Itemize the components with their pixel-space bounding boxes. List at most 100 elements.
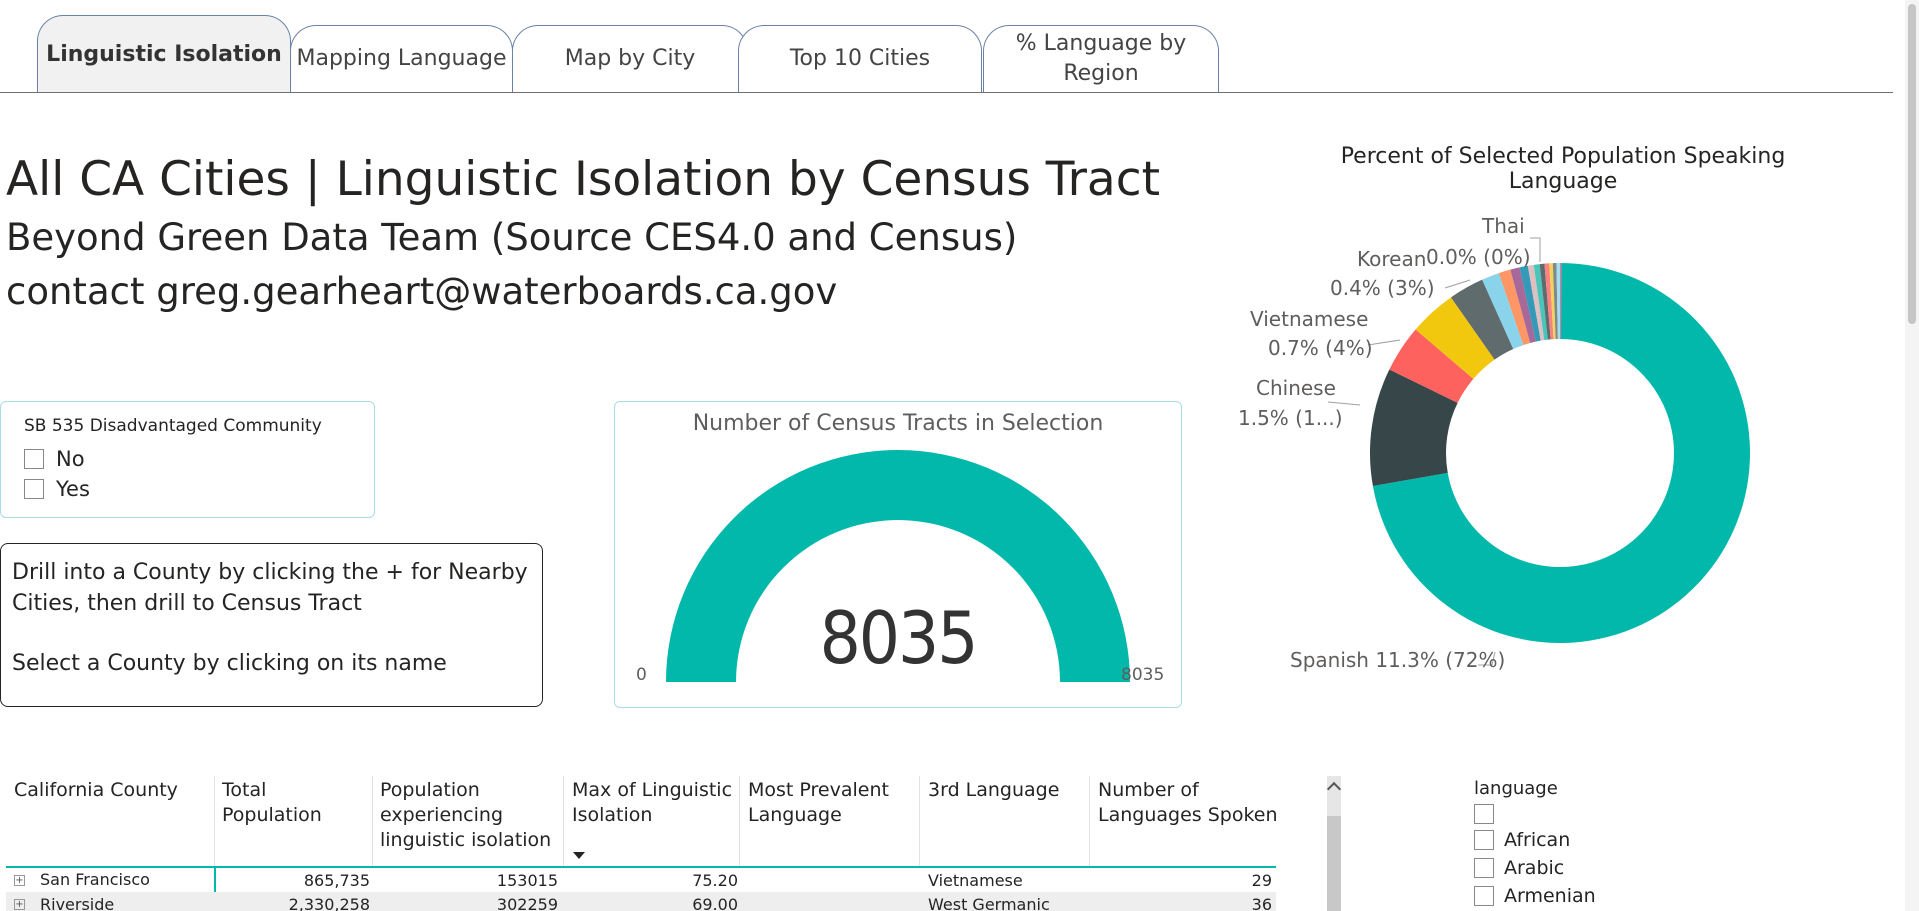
tab-bar-divider xyxy=(0,92,1893,93)
tab-top-10-cities[interactable]: Top 10 Cities xyxy=(738,25,982,92)
expand-icon[interactable]: + xyxy=(14,899,25,910)
donut-slice-spanish[interactable] xyxy=(1372,263,1750,643)
option-label: Armenian xyxy=(1504,885,1596,907)
cell-population-li: 302259 xyxy=(496,895,558,911)
donut-slice-other-2[interactable] xyxy=(1389,329,1474,403)
gauge-value: 8035 xyxy=(819,596,979,680)
col-header-max-li[interactable]: Max of Linguistic Isolation xyxy=(572,779,733,826)
label-chinese-value: 1.5% (1...) xyxy=(1238,406,1343,430)
donut-slice-other-7[interactable] xyxy=(1510,267,1536,343)
cell-num-languages: 36 xyxy=(1251,895,1272,911)
gauge-chart xyxy=(666,450,1130,682)
donut-slice-vietnamese[interactable] xyxy=(1415,297,1495,379)
instruction-line: Drill into a County by clicking the + fo… xyxy=(12,560,528,585)
slicer-option-no[interactable]: No xyxy=(24,447,85,471)
gauge-card[interactable] xyxy=(614,401,1182,708)
checkbox[interactable] xyxy=(1474,804,1494,824)
table-row[interactable]: + Riverside 2,330,258 302259 69.00 West … xyxy=(6,892,1276,911)
col-header-3rd-language[interactable]: 3rd Language xyxy=(928,779,1060,801)
cell-third-language: Vietnamese xyxy=(928,871,1023,890)
contact-line: contact greg.gearheart@waterboards.ca.go… xyxy=(6,270,838,313)
donut-slice-other-15[interactable] xyxy=(1556,263,1560,340)
tab-label: % Language by Region xyxy=(1015,31,1187,86)
label-korean: Korean xyxy=(1357,247,1427,271)
page-scrollbar[interactable] xyxy=(1905,0,1919,911)
donut-slice-other-5[interactable] xyxy=(1482,273,1524,350)
sb535-slicer xyxy=(0,401,375,518)
donut-title: Percent of Selected Population Speaking … xyxy=(1340,144,1786,194)
cell-total-population: 2,330,258 xyxy=(288,895,370,911)
col-header-county[interactable]: California County xyxy=(14,779,178,801)
gauge-min-label: 0 xyxy=(636,665,647,685)
slicer-option-yes[interactable]: Yes xyxy=(24,477,90,501)
tab-linguistic-isolation[interactable]: Linguistic Isolation xyxy=(37,15,291,93)
sort-desc-icon[interactable] xyxy=(573,852,585,859)
cell-county[interactable]: Riverside xyxy=(40,895,115,911)
tab-label: Top 10 Cities xyxy=(789,46,931,71)
table-scrollbar[interactable] xyxy=(1326,776,1342,911)
language-option[interactable] xyxy=(1474,804,1504,824)
cell-county[interactable]: San Francisco xyxy=(40,870,150,889)
tab-mapping-language[interactable]: Mapping Language xyxy=(290,25,513,92)
gauge-title: Number of Census Tracts in Selection xyxy=(692,411,1104,436)
page-scrollbar-thumb[interactable] xyxy=(1908,4,1916,324)
leader-line xyxy=(1530,237,1541,262)
leader-lines xyxy=(1327,237,1541,666)
donut-slice-other-8[interactable] xyxy=(1519,265,1541,342)
language-option[interactable]: Arabic xyxy=(1474,857,1564,879)
donut-slice-korean[interactable] xyxy=(1450,279,1514,360)
label-thai-value: 0.0% (0%) xyxy=(1426,245,1531,269)
donut-slice-other-14[interactable] xyxy=(1552,263,1558,340)
donut-slice-chinese[interactable] xyxy=(1370,369,1458,487)
tab-label: Map by City xyxy=(564,46,696,71)
cell-total-population: 865,735 xyxy=(303,871,370,890)
scrollbar-thumb[interactable] xyxy=(1327,816,1341,911)
donut-slice-other-9[interactable] xyxy=(1527,264,1545,341)
label-vietnamese-value: 0.7% (4%) xyxy=(1268,336,1373,360)
col-header-num-languages[interactable]: Number of Languages Spoken xyxy=(1098,779,1278,826)
expand-icon[interactable]: + xyxy=(14,875,25,886)
page-subtitle: Beyond Green Data Team (Source CES4.0 an… xyxy=(6,216,1018,259)
gauge-arc xyxy=(666,450,1130,682)
table-row[interactable]: + San Francisco 865,735 153015 75.20 Vie… xyxy=(6,868,1276,892)
label-spanish: Spanish 11.3% (72%) xyxy=(1290,648,1506,672)
col-header-most-prevalent[interactable]: Most Prevalent Language xyxy=(748,779,889,826)
scroll-up-icon[interactable] xyxy=(1326,781,1342,797)
cell-population-li: 153015 xyxy=(496,871,558,890)
col-separator xyxy=(214,776,215,866)
checkbox[interactable] xyxy=(1474,886,1494,906)
donut-chart[interactable] xyxy=(1200,200,1820,700)
leader-line xyxy=(1444,279,1471,289)
col-separator xyxy=(1089,776,1090,866)
cell-max-li: 75.20 xyxy=(692,871,738,890)
instruction-line: Select a County by clicking on its name xyxy=(12,651,447,676)
tab-map-by-city[interactable]: Map by City xyxy=(512,25,748,92)
donut-slice-other-10[interactable] xyxy=(1533,264,1548,341)
donut-slice-other-6[interactable] xyxy=(1498,269,1531,346)
option-label: No xyxy=(56,447,85,471)
gauge-max-label: 8035 xyxy=(1121,665,1165,685)
col-separator xyxy=(739,776,740,866)
col-header-population-li[interactable]: Population experiencing linguistic isola… xyxy=(380,779,552,851)
language-option[interactable]: Armenian xyxy=(1474,885,1596,907)
donut-slice-other-12[interactable] xyxy=(1544,263,1554,340)
option-label: Arabic xyxy=(1504,857,1565,879)
header-bottom-border xyxy=(6,866,1276,868)
checkbox[interactable] xyxy=(24,449,44,469)
tab-label: Linguistic Isolation xyxy=(46,41,282,67)
checkbox[interactable] xyxy=(1474,858,1494,878)
tab-language-by-region[interactable]: % Language by Region xyxy=(983,25,1219,92)
label-vietnamese: Vietnamese xyxy=(1250,307,1369,331)
leader-line xyxy=(1367,339,1401,346)
language-option[interactable]: African xyxy=(1474,829,1570,851)
checkbox[interactable] xyxy=(1474,830,1494,850)
checkbox[interactable] xyxy=(24,479,44,499)
donut-slice-other-11[interactable] xyxy=(1539,263,1551,340)
donut-slice-other-13[interactable] xyxy=(1549,263,1556,340)
page-title: All CA Cities | Linguistic Isolation by … xyxy=(6,152,1161,207)
donut-slice-thai[interactable] xyxy=(1560,263,1562,340)
label-korean-value: 0.4% (3%) xyxy=(1330,276,1435,300)
cell-max-li: 69.00 xyxy=(692,895,738,911)
col-header-total-population[interactable]: Total Population xyxy=(222,779,322,826)
donut-slices xyxy=(1370,263,1750,643)
